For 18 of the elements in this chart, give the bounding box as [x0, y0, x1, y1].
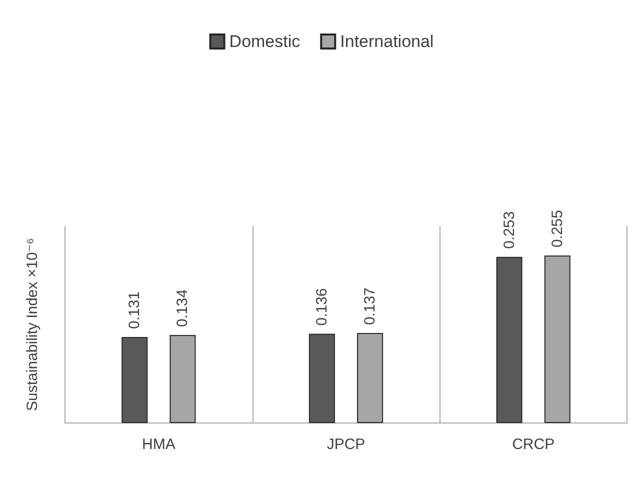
x-tick-label: JPCP: [326, 436, 366, 453]
bar: [170, 335, 196, 423]
x-tick-label: CRCP: [512, 436, 555, 453]
bar: [544, 256, 570, 423]
bar: [122, 336, 148, 423]
data-label: 0.131: [126, 291, 144, 329]
legend-label: International: [340, 32, 434, 51]
y-axis-title: Sustainability Index ×10⁻⁶: [24, 238, 41, 411]
data-label: 0.255: [548, 210, 566, 248]
bar: [496, 256, 522, 423]
bar: [357, 333, 384, 423]
data-label: 0.253: [500, 211, 518, 249]
x-tick-label: HMA: [142, 436, 176, 453]
legend-label: Domestic: [229, 32, 301, 51]
bar: [308, 334, 335, 423]
data-label: 0.137: [362, 287, 379, 326]
data-label: 0.134: [174, 289, 192, 328]
data-label: 0.136: [313, 288, 330, 326]
